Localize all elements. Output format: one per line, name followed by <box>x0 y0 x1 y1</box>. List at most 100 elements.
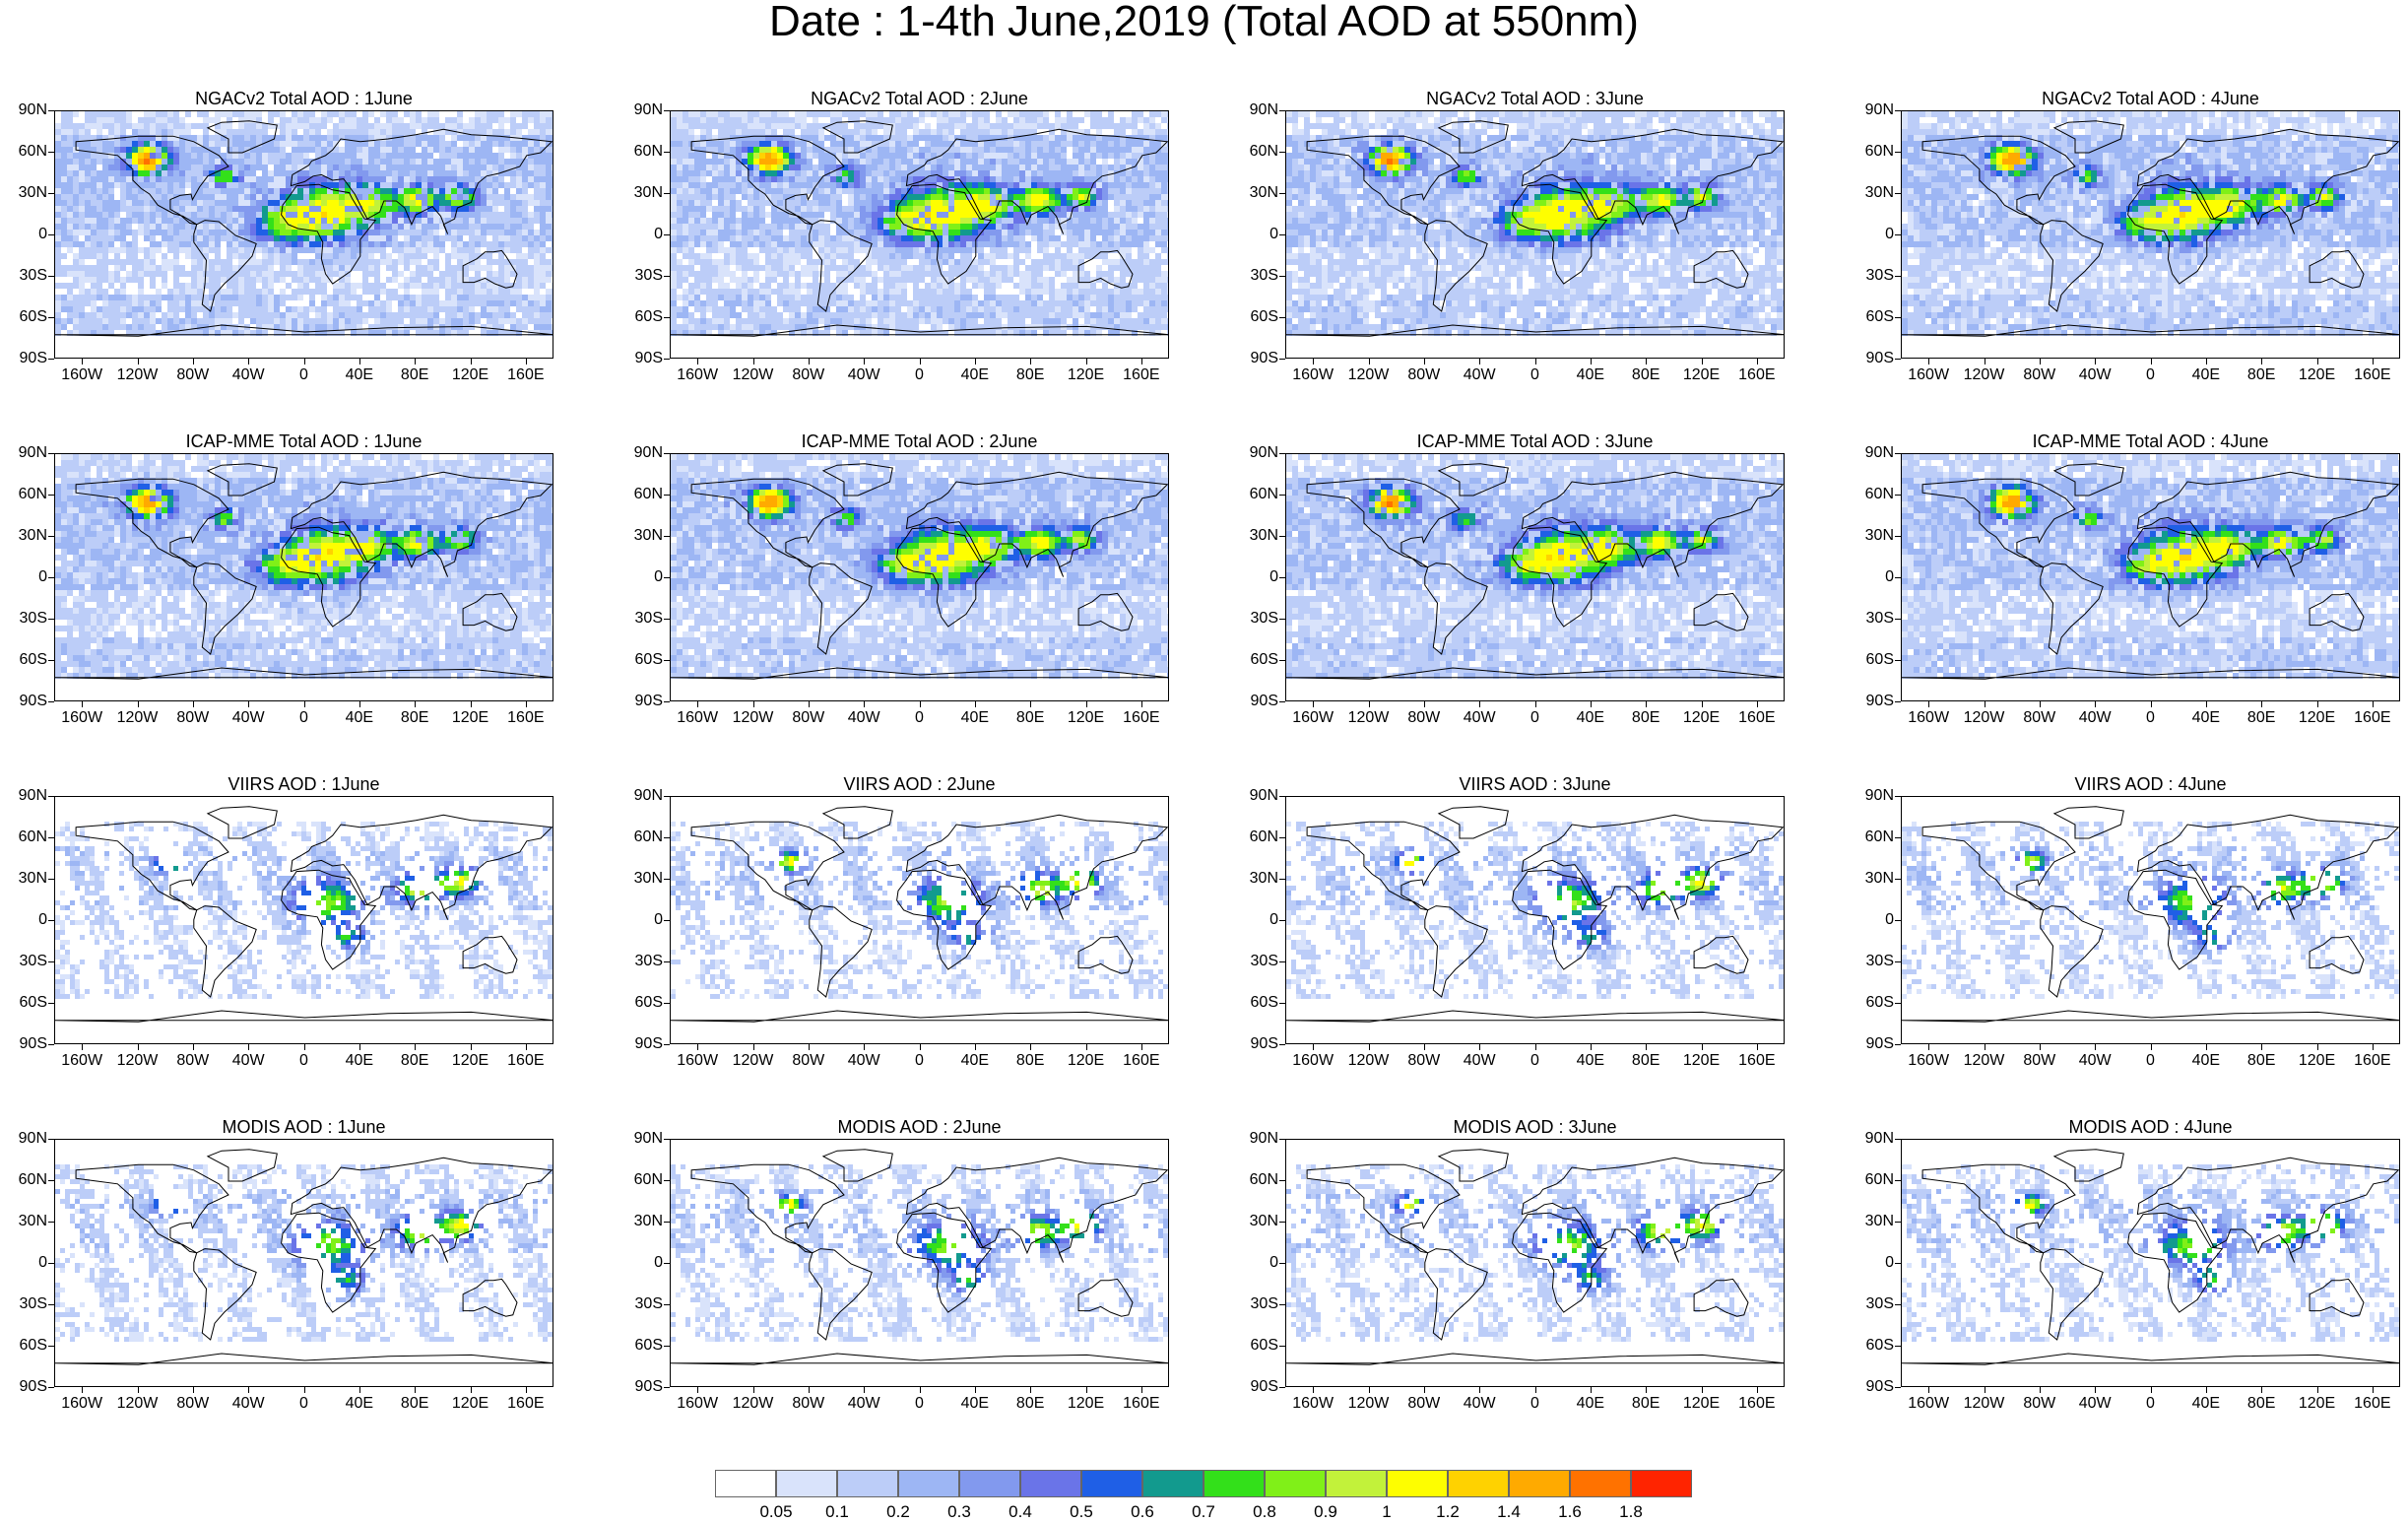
lat-label: 60S <box>616 1338 663 1354</box>
aod-map <box>670 1139 1169 1387</box>
lat-label: 0 <box>1847 569 1894 585</box>
lon-label: 40W <box>2065 367 2124 383</box>
lat-label: 30S <box>0 954 47 969</box>
lat-tick <box>664 193 670 194</box>
lon-tick <box>248 701 250 707</box>
lat-tick <box>664 1044 670 1045</box>
lon-label: 40W <box>1450 1053 1509 1069</box>
lat-tick <box>1279 495 1285 496</box>
lon-label: 120E <box>1057 367 1116 383</box>
lon-label: 120W <box>1955 1396 2014 1412</box>
lat-label: 0 <box>0 1255 47 1271</box>
lon-tick <box>1140 359 1142 364</box>
lon-label: 120W <box>1955 710 2014 726</box>
lat-tick <box>1895 1222 1901 1223</box>
lat-label: 30S <box>1231 954 1278 969</box>
lon-tick <box>2039 1387 2041 1393</box>
colorbar-swatch <box>1631 1470 1692 1497</box>
lat-tick <box>1895 1263 1901 1264</box>
lon-tick <box>1756 701 1758 707</box>
aod-map <box>1901 110 2400 359</box>
lon-label: 160E <box>1112 1053 1171 1069</box>
lon-tick <box>137 701 139 707</box>
lon-label: 160W <box>668 1053 727 1069</box>
lon-label: 80W <box>2010 710 2069 726</box>
lon-tick <box>2150 1387 2152 1393</box>
map-panel: NGACv2 Total AOD : 3June 90N 60N 30N 0 30S 60S… <box>1231 89 1785 384</box>
lon-tick <box>1423 701 1425 707</box>
lon-label: 80E <box>1001 1053 1060 1069</box>
lat-tick <box>664 359 670 360</box>
lon-tick <box>82 1387 84 1393</box>
lon-tick <box>1479 701 1481 707</box>
panel-title: NGACv2 Total AOD : 2June <box>670 89 1169 108</box>
lon-label: 40W <box>219 710 278 726</box>
lat-tick <box>48 701 54 702</box>
lon-label: 80E <box>2232 1053 2291 1069</box>
aod-map <box>1285 110 1785 359</box>
lon-label: 40W <box>219 1396 278 1412</box>
lat-label: 30S <box>616 954 663 969</box>
lon-tick <box>2372 1044 2374 1050</box>
lat-label: 30N <box>0 185 47 201</box>
lon-label: 40W <box>2065 1053 2124 1069</box>
lon-tick <box>415 359 417 364</box>
lon-tick <box>2095 701 2097 707</box>
lat-label: 60S <box>0 652 47 668</box>
lat-label: 60S <box>616 652 663 668</box>
lat-tick <box>1279 1222 1285 1223</box>
lon-tick <box>2205 1044 2207 1050</box>
lat-label: 60S <box>1231 995 1278 1011</box>
map-panel: VIIRS AOD : 2June 90N 60N 30N 0 30S 60S 90S 160W… <box>616 774 1169 1070</box>
lat-label: 60N <box>0 487 47 502</box>
lon-tick <box>82 1044 84 1050</box>
lon-label: 120E <box>2288 1053 2347 1069</box>
lon-tick <box>1479 1044 1481 1050</box>
lon-tick <box>358 359 360 364</box>
lon-tick <box>1928 701 1930 707</box>
lat-tick <box>664 152 670 153</box>
lon-tick <box>2205 701 2207 707</box>
lat-label: 90S <box>1847 351 1894 366</box>
lat-tick <box>1895 1387 1901 1388</box>
lat-label: 90N <box>0 788 47 804</box>
lon-tick <box>2261 359 2263 364</box>
lat-tick <box>664 660 670 661</box>
lat-tick <box>1895 1003 1901 1004</box>
lon-label: 80E <box>385 710 444 726</box>
lon-tick <box>248 1387 250 1393</box>
figure-title: Date : 1-4th June,2019 (Total AOD at 550… <box>0 0 2408 43</box>
lon-tick <box>1590 1387 1592 1393</box>
lon-label: 120W <box>1955 1053 2014 1069</box>
lat-label: 30N <box>1847 1214 1894 1229</box>
lon-tick <box>1085 1387 1087 1393</box>
aod-map <box>54 453 553 701</box>
lon-tick <box>1479 1387 1481 1393</box>
lon-tick <box>808 1387 810 1393</box>
lon-tick <box>1085 701 1087 707</box>
lat-label: 0 <box>616 912 663 928</box>
lat-label: 60N <box>1847 1172 1894 1188</box>
lat-tick <box>1279 536 1285 537</box>
lat-label: 60S <box>1231 309 1278 325</box>
lon-label: 80E <box>1616 367 1675 383</box>
lon-label: 0 <box>1506 1396 1565 1412</box>
lat-tick <box>664 1003 670 1004</box>
lat-tick <box>48 1044 54 1045</box>
lat-label: 60N <box>1847 829 1894 845</box>
lat-tick <box>664 453 670 454</box>
map-panel: NGACv2 Total AOD : 2June 90N 60N 30N 0 30S 60S… <box>616 89 1169 384</box>
lat-tick <box>664 619 670 620</box>
map-panel: MODIS AOD : 4June 90N 60N 30N 0 30S 60S 90S 160W… <box>1847 1117 2400 1413</box>
lon-label: 40E <box>330 1396 389 1412</box>
lon-label: 160W <box>52 1396 111 1412</box>
map-panel: VIIRS AOD : 3June 90N 60N 30N 0 30S 60S 90S 160W… <box>1231 774 1785 1070</box>
lon-tick <box>2095 359 2097 364</box>
lon-label: 80E <box>1001 367 1060 383</box>
lon-label: 160E <box>1112 1396 1171 1412</box>
lat-tick <box>664 1139 670 1140</box>
lon-label: 120E <box>441 1053 500 1069</box>
lat-label: 90N <box>1847 1131 1894 1147</box>
panel-title: VIIRS AOD : 1June <box>54 774 553 794</box>
lon-label: 120W <box>1339 710 1399 726</box>
